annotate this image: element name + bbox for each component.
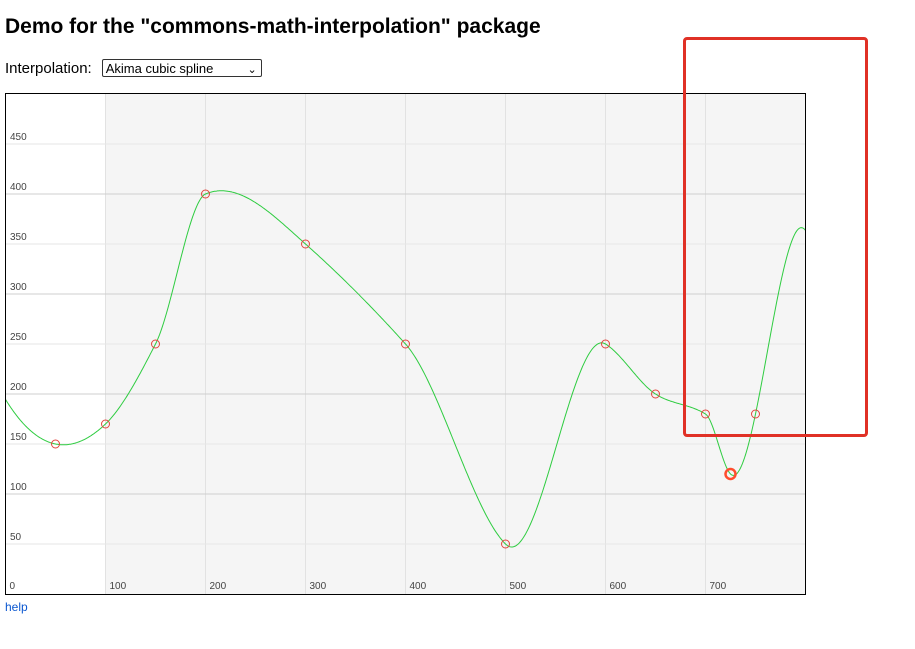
active-control-point[interactable] [724, 467, 737, 481]
x-tick-label: 100 [110, 581, 127, 592]
x-tick-label: 400 [410, 581, 427, 592]
control-point[interactable] [501, 539, 510, 549]
x-tick-label: 300 [310, 581, 327, 592]
y-tick-label: 300 [10, 282, 27, 293]
y-tick-label: 50 [10, 532, 22, 543]
control-point[interactable] [401, 339, 410, 349]
control-point[interactable] [201, 189, 210, 199]
interpolation-chart[interactable]: 0 100 200 300 400 500 600 700 50 100 150 200 250 300 3… [5, 93, 806, 595]
control-point[interactable] [751, 409, 760, 419]
control-point[interactable] [601, 339, 610, 349]
interpolation-selected-value: Akima cubic spline [105, 61, 214, 76]
control-point[interactable] [101, 419, 110, 429]
y-tick-label: 100 [10, 482, 27, 493]
control-point[interactable] [151, 339, 160, 349]
chevron-down-icon: ⌄ [247, 64, 257, 76]
help-link[interactable]: help [5, 600, 28, 614]
y-tick-label: 150 [10, 432, 27, 443]
x-tick-label: 600 [610, 581, 627, 592]
x-tick-label: 500 [510, 581, 527, 592]
interpolation-curve [6, 190, 805, 548]
control-point[interactable] [301, 239, 310, 249]
control-point[interactable] [701, 409, 710, 419]
interpolation-select[interactable]: Akima cubic spline ⌄ [101, 59, 262, 77]
interpolation-label: Interpolation: [5, 59, 92, 77]
y-tick-label: 250 [10, 332, 27, 343]
interpolation-controls: Interpolation: Akima cubic spline ⌄ [5, 59, 262, 77]
page-title: Demo for the "commons-math-interpolation… [5, 15, 541, 38]
y-tick-label: 400 [10, 182, 27, 193]
x-tick-label: 0 [10, 581, 16, 592]
control-point[interactable] [651, 389, 660, 399]
y-tick-label: 350 [10, 232, 27, 243]
control-point[interactable] [51, 439, 60, 449]
x-tick-label: 700 [710, 581, 727, 592]
y-tick-label: 450 [10, 132, 27, 143]
y-tick-label: 200 [10, 382, 27, 393]
x-tick-label: 200 [210, 581, 227, 592]
highlight-box [683, 37, 868, 437]
